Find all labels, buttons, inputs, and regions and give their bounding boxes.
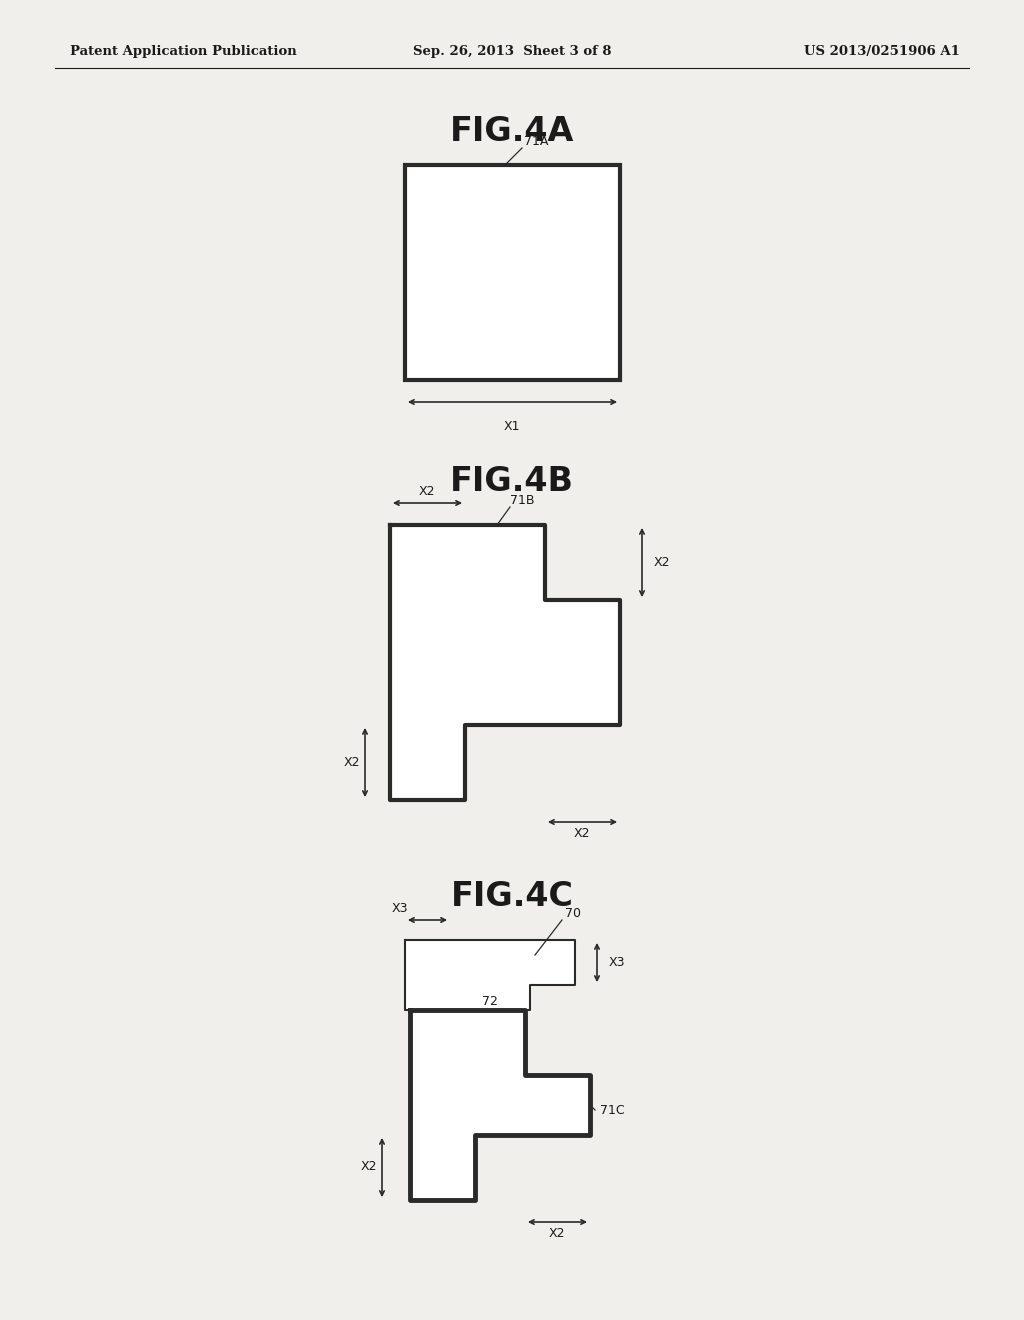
Text: US 2013/0251906 A1: US 2013/0251906 A1 <box>804 45 961 58</box>
Text: X3: X3 <box>609 956 626 969</box>
Text: 71B: 71B <box>510 494 535 507</box>
Text: FIG.4B: FIG.4B <box>450 465 574 498</box>
Text: X2: X2 <box>419 484 435 498</box>
Text: 71A: 71A <box>524 135 549 148</box>
Text: X2: X2 <box>573 828 590 840</box>
Text: Sep. 26, 2013  Sheet 3 of 8: Sep. 26, 2013 Sheet 3 of 8 <box>413 45 611 58</box>
Polygon shape <box>406 940 575 1010</box>
Text: 72: 72 <box>482 995 498 1008</box>
Text: 71C: 71C <box>600 1104 625 1117</box>
Text: X2: X2 <box>343 755 360 768</box>
Text: Patent Application Publication: Patent Application Publication <box>70 45 297 58</box>
Polygon shape <box>390 525 620 800</box>
Text: X2: X2 <box>360 1160 377 1173</box>
Text: 70: 70 <box>565 907 581 920</box>
Text: X3: X3 <box>392 902 409 915</box>
Text: FIG.4C: FIG.4C <box>451 880 573 913</box>
Text: FIG.4A: FIG.4A <box>450 115 574 148</box>
Bar <box>406 165 620 380</box>
Text: X1: X1 <box>504 420 520 433</box>
Text: X2: X2 <box>654 556 671 569</box>
Text: X2: X2 <box>549 1228 565 1239</box>
Polygon shape <box>410 1010 590 1200</box>
